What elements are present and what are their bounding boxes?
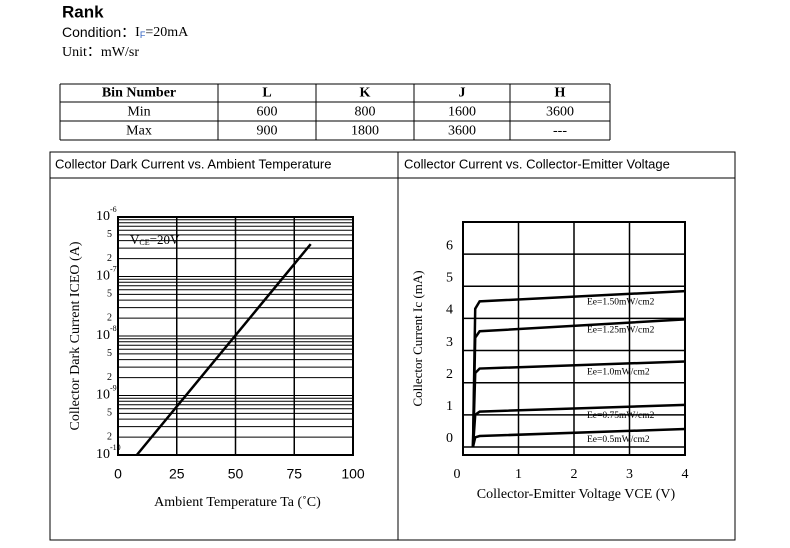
x-tick-label: 0 bbox=[114, 466, 122, 482]
table-cell: Min bbox=[127, 105, 150, 120]
series-label: Ee=1.25mW/cm2 bbox=[587, 326, 655, 336]
annotation-part: =20V bbox=[150, 232, 180, 247]
condition: Condition：IF=20mA bbox=[62, 24, 189, 41]
series-label: Ee=1.50mW/cm2 bbox=[587, 297, 655, 307]
data-line bbox=[471, 360, 686, 448]
x-tick-label: 50 bbox=[228, 466, 244, 482]
charts-frame bbox=[49, 151, 736, 541]
y-tick-label: 6 bbox=[446, 238, 453, 253]
y-tick-label: 10 bbox=[96, 447, 110, 462]
table-header: J bbox=[459, 86, 466, 101]
table-cell: 3600 bbox=[546, 105, 574, 120]
chart-title: Collector Dark Current vs. Ambient Tempe… bbox=[55, 156, 331, 171]
x-tick-label: 25 bbox=[169, 466, 185, 482]
y-tick-label: 10 bbox=[96, 269, 110, 284]
y-tick-label: 2 bbox=[107, 372, 112, 383]
x-tick-label: 0 bbox=[454, 467, 461, 482]
y-tick-label: 10 bbox=[96, 209, 110, 224]
unit: Unit：mW/sr bbox=[62, 45, 139, 60]
data-line bbox=[135, 243, 312, 456]
y-tick-exponent: -8 bbox=[110, 324, 117, 333]
data-line bbox=[471, 403, 686, 448]
table-header: H bbox=[555, 86, 566, 101]
table-header: K bbox=[360, 86, 371, 101]
y-axis-label: Collector Current Ic (mA) bbox=[410, 270, 425, 406]
x-tick-label: 3 bbox=[626, 467, 633, 482]
title: Rank bbox=[62, 2, 104, 21]
y-tick-exponent: -9 bbox=[110, 383, 117, 392]
data-line bbox=[471, 289, 686, 447]
y-tick-label: 5 bbox=[107, 408, 112, 419]
rank-table: Bin Number L K J H Min 600 800 1600 3600 Max 900 180… bbox=[59, 83, 611, 141]
x-tick-label: 100 bbox=[341, 466, 365, 482]
y-tick-label: 10 bbox=[96, 328, 110, 343]
table-cell: 1600 bbox=[448, 105, 476, 120]
table-cell: Max bbox=[126, 124, 152, 139]
table-cell: 1800 bbox=[351, 124, 379, 139]
table-cell: 800 bbox=[355, 105, 376, 120]
condition-value: =20mA bbox=[145, 25, 189, 40]
condition-symbol: I bbox=[135, 25, 140, 40]
y-tick-exponent: -7 bbox=[110, 264, 117, 273]
series-label: Ee=1.0mW/cm2 bbox=[587, 368, 650, 378]
table-cell: 900 bbox=[257, 124, 278, 139]
annotation-part: V bbox=[130, 232, 140, 247]
y-tick-label: 2 bbox=[446, 367, 453, 382]
x-tick-label: 2 bbox=[571, 467, 578, 482]
series-label: Ee=0.5mW/cm2 bbox=[587, 435, 650, 445]
table-header: Bin Number bbox=[102, 86, 176, 101]
y-tick-label: 5 bbox=[446, 270, 453, 285]
y-tick-label: 3 bbox=[446, 335, 453, 350]
x-axis-label: Ambient Temperature Ta (˚C) bbox=[154, 495, 321, 510]
table-header: L bbox=[262, 86, 271, 101]
y-tick-label: 1 bbox=[446, 399, 453, 414]
y-tick-label: 4 bbox=[446, 303, 453, 318]
y-tick-label: 2 bbox=[107, 312, 112, 323]
series-label: Ee=0.75mW/cm2 bbox=[587, 411, 655, 421]
y-tick-label: 2 bbox=[107, 253, 112, 264]
chart-title: Collector Current vs. Collector-Emitter … bbox=[404, 156, 670, 171]
y-tick-label: 5 bbox=[107, 229, 112, 240]
x-tick-label: 1 bbox=[515, 467, 522, 482]
annotation: VCE=20V bbox=[130, 232, 180, 247]
annotation-part: CE bbox=[139, 238, 149, 247]
y-tick-label: 10 bbox=[96, 388, 110, 403]
condition-sub: F bbox=[140, 30, 146, 40]
table-cell: 600 bbox=[257, 105, 278, 120]
table-cell: --- bbox=[553, 124, 567, 139]
condition-label: Condition： bbox=[62, 24, 135, 40]
x-tick-label: 75 bbox=[286, 466, 302, 482]
data-line bbox=[471, 427, 686, 448]
y-tick-label: 5 bbox=[107, 348, 112, 359]
y-tick-exponent: -10 bbox=[110, 443, 121, 452]
y-axis-label: Collector Dark Current ICEO (A) bbox=[68, 241, 83, 430]
y-tick-label: 2 bbox=[107, 431, 112, 442]
y-tick-exponent: -6 bbox=[110, 205, 117, 214]
x-axis-label: Collector-Emitter Voltage VCE (V) bbox=[477, 487, 676, 502]
x-tick-label: 4 bbox=[682, 467, 689, 482]
y-tick-label: 5 bbox=[107, 289, 112, 300]
table-cell: 3600 bbox=[448, 124, 476, 139]
y-tick-label: 0 bbox=[446, 431, 453, 446]
